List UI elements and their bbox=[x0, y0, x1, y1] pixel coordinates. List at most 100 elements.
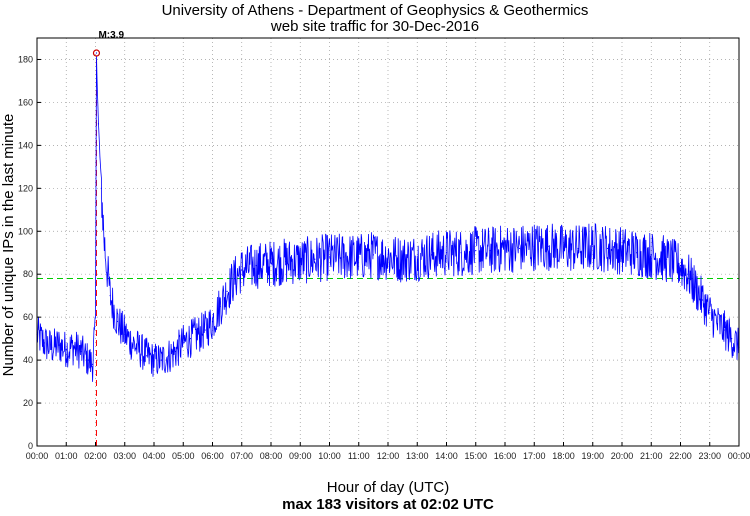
annotations: M:3.9 bbox=[92, 30, 124, 57]
data-point bbox=[687, 273, 689, 275]
data-point bbox=[679, 265, 682, 267]
x-tick-label: 23:00 bbox=[698, 451, 721, 461]
x-tick-label: 01:00 bbox=[55, 451, 78, 461]
data-point bbox=[431, 254, 433, 256]
y-tick-label: 0 bbox=[28, 441, 33, 451]
data-point bbox=[665, 258, 667, 260]
x-tick-label: 14:00 bbox=[435, 451, 458, 461]
y-tick-label: 160 bbox=[18, 97, 33, 107]
x-tick-label: 15:00 bbox=[464, 451, 487, 461]
data-point bbox=[636, 252, 638, 254]
data-point bbox=[100, 187, 102, 189]
data-point bbox=[153, 359, 155, 361]
y-tick-label: 120 bbox=[18, 183, 33, 193]
x-tick-label: 05:00 bbox=[172, 451, 195, 461]
data-point bbox=[416, 256, 418, 258]
x-tick-label: 00:00 bbox=[26, 451, 49, 461]
x-tick-label: 22:00 bbox=[669, 451, 692, 461]
data-point bbox=[241, 269, 243, 271]
x-tick-label: 12:00 bbox=[377, 451, 400, 461]
x-tick-label: 19:00 bbox=[581, 451, 604, 461]
data-point bbox=[723, 329, 725, 331]
data-point bbox=[299, 260, 301, 262]
peak-marker bbox=[92, 49, 101, 57]
x-tick-label: 16:00 bbox=[494, 451, 517, 461]
data-point bbox=[343, 256, 345, 258]
data-point bbox=[182, 342, 184, 344]
data-point bbox=[358, 256, 360, 258]
data-point bbox=[95, 52, 98, 54]
data-point bbox=[94, 316, 97, 318]
data-point bbox=[285, 260, 287, 262]
data-point bbox=[211, 320, 214, 323]
data-point bbox=[233, 277, 236, 280]
x-tick-label: 18:00 bbox=[552, 451, 575, 461]
x-tick-label: 11:00 bbox=[348, 451, 370, 461]
data-point bbox=[372, 254, 374, 256]
data-point bbox=[103, 241, 105, 243]
data-point bbox=[168, 355, 170, 357]
data-point bbox=[709, 312, 711, 314]
y-tick-label: 20 bbox=[23, 398, 33, 408]
data-point bbox=[80, 350, 82, 353]
series bbox=[36, 52, 740, 382]
data-point bbox=[87, 359, 89, 361]
data-point bbox=[475, 249, 477, 252]
data-point bbox=[533, 245, 535, 247]
data-point bbox=[621, 249, 623, 252]
y-tick-label: 100 bbox=[18, 226, 33, 236]
y-tick-label: 140 bbox=[18, 140, 33, 150]
x-tick-label: 04:00 bbox=[143, 451, 166, 461]
data-point bbox=[160, 359, 162, 361]
data-point bbox=[716, 323, 718, 325]
data-point bbox=[116, 320, 119, 323]
data-point bbox=[548, 245, 550, 247]
x-tick-label: 20:00 bbox=[611, 451, 634, 461]
x-tick-label: 10:00 bbox=[318, 451, 341, 461]
data-point bbox=[489, 249, 491, 252]
peak-annotation-label: M:3.9 bbox=[98, 30, 124, 41]
data-point bbox=[694, 286, 696, 288]
y-axis-label: Number of unique IPs in the last minute bbox=[0, 114, 17, 377]
data-point bbox=[109, 295, 111, 297]
data-point bbox=[175, 350, 177, 353]
data-point bbox=[204, 329, 206, 331]
data-point bbox=[731, 338, 733, 340]
data-point bbox=[387, 256, 389, 258]
data-point bbox=[460, 252, 462, 254]
data-point bbox=[219, 305, 221, 308]
x-tick-label: 03:00 bbox=[113, 451, 136, 461]
y-tick-label: 40 bbox=[23, 355, 33, 365]
x-tick-label: 09:00 bbox=[289, 451, 312, 461]
data-point bbox=[328, 256, 331, 258]
data-point bbox=[58, 344, 60, 346]
x-tick-label: 00:00 bbox=[728, 451, 750, 461]
x-tick-label: 06:00 bbox=[201, 451, 224, 461]
data-point bbox=[97, 123, 100, 125]
data-point bbox=[314, 258, 316, 260]
data-point bbox=[255, 265, 257, 267]
y-tick-label: 60 bbox=[23, 312, 33, 322]
x-tick-label: 17:00 bbox=[523, 451, 546, 461]
data-point bbox=[519, 247, 521, 250]
data-point bbox=[124, 333, 126, 335]
data-point bbox=[131, 342, 133, 344]
data-point bbox=[270, 262, 272, 265]
data-point bbox=[701, 299, 704, 301]
data-point bbox=[146, 355, 148, 357]
data-point bbox=[445, 252, 448, 254]
data-point bbox=[138, 348, 140, 350]
x-tick-label: 07:00 bbox=[230, 451, 253, 461]
data-point bbox=[577, 247, 579, 250]
ticks: 00:00 01:00 02:00 03:00 04:00 05:00 06:00 07:00… bbox=[18, 54, 750, 461]
data-point bbox=[91, 363, 94, 365]
x-tick-label: 02:00 bbox=[84, 451, 107, 461]
chart-subtitle: web site traffic for 30-Dec-2016 bbox=[270, 18, 479, 35]
x-axis-label: Hour of day (UTC) bbox=[327, 479, 450, 496]
data-point bbox=[189, 338, 192, 340]
y-tick-label: 180 bbox=[18, 54, 33, 64]
data-point bbox=[402, 258, 404, 260]
data-point bbox=[592, 245, 594, 247]
